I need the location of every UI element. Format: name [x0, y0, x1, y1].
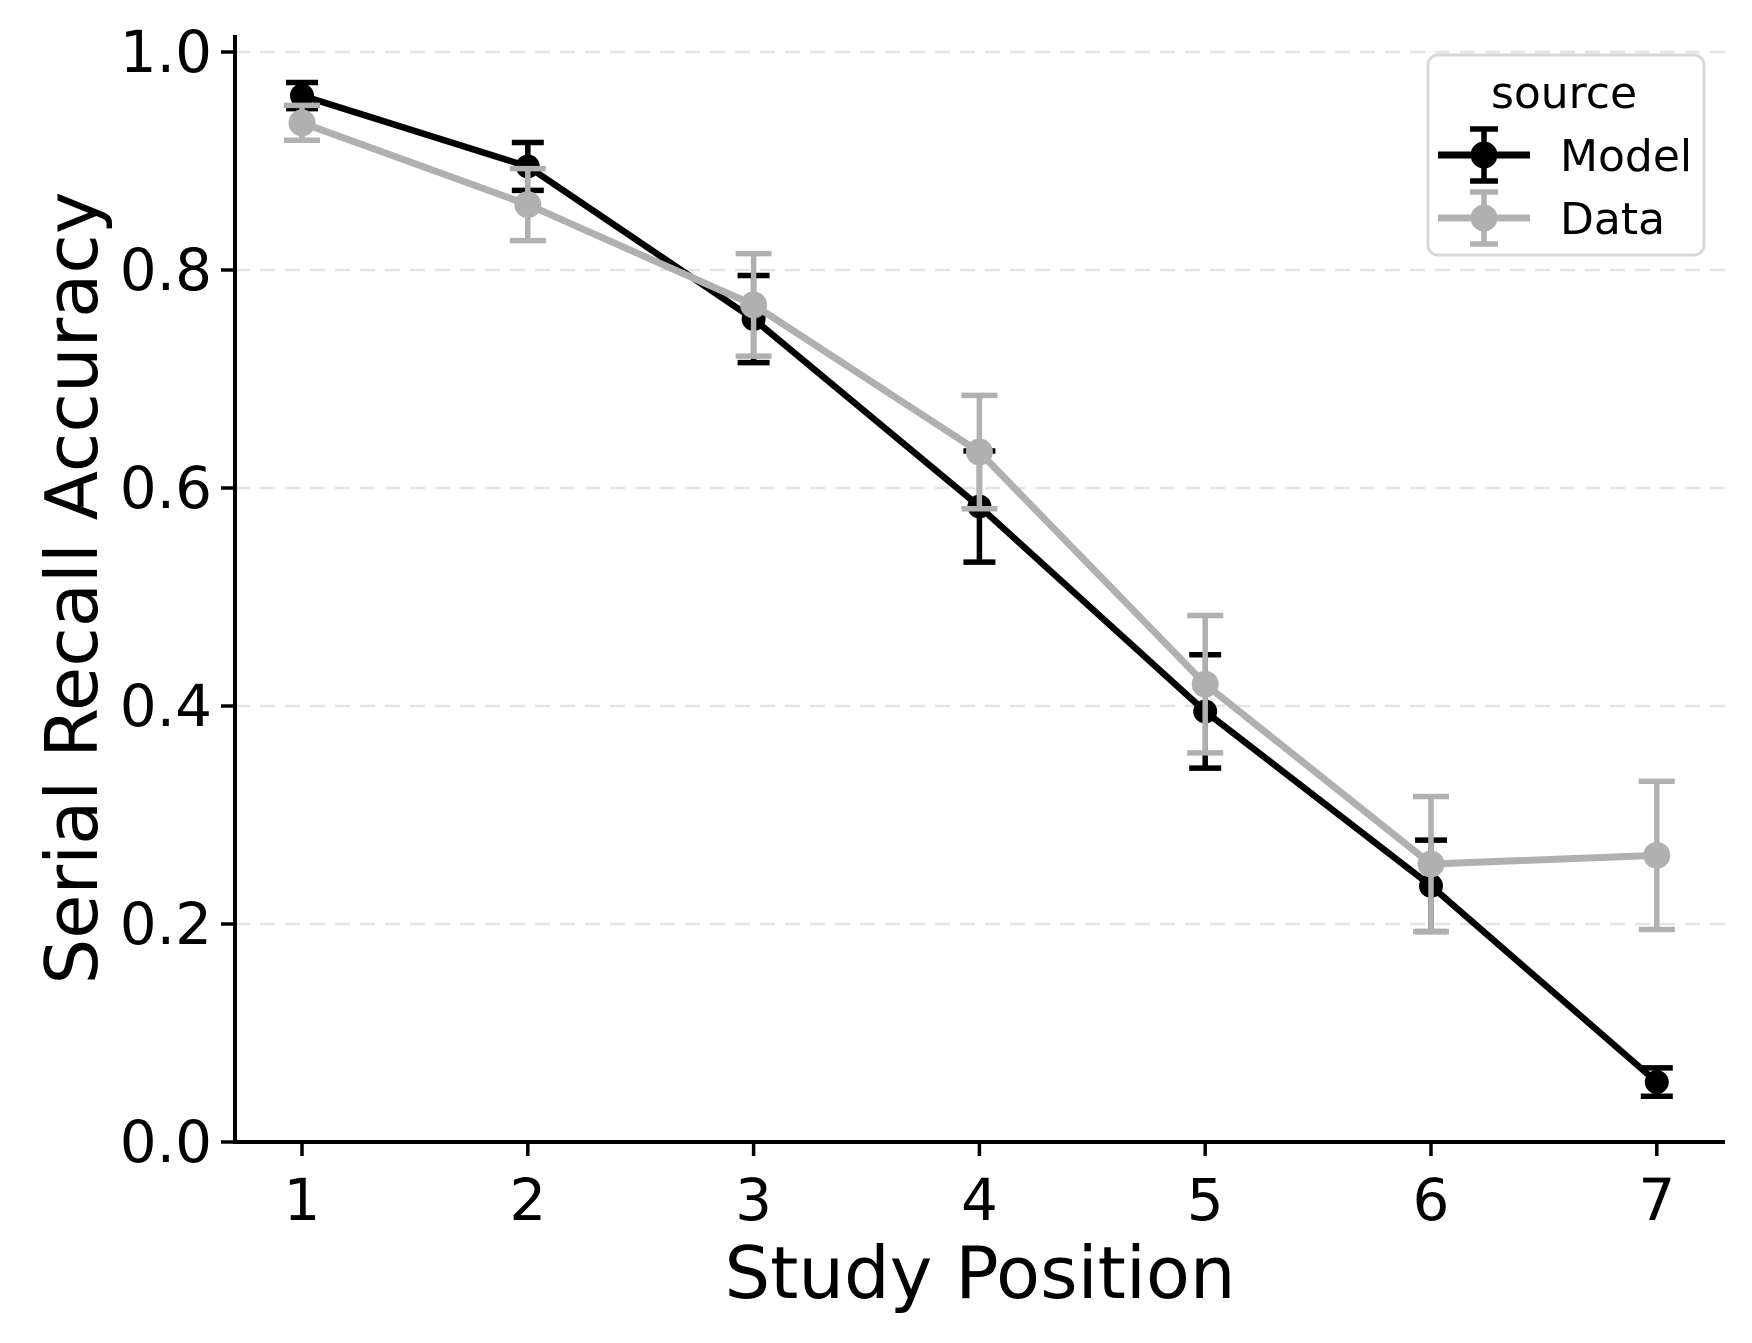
legend-label-model: Model	[1560, 131, 1692, 182]
x-tick-label: 2	[509, 1166, 546, 1234]
x-tick-label: 5	[1187, 1166, 1224, 1234]
data-point-marker-data	[740, 291, 768, 319]
data-point-marker-data	[288, 109, 316, 137]
x-tick-label: 7	[1638, 1166, 1675, 1234]
y-tick-label: 0.0	[120, 1108, 212, 1176]
y-tick-label: 0.6	[120, 454, 212, 522]
data-point-marker-model	[290, 83, 314, 108]
data-point-marker-data	[1191, 670, 1219, 698]
data-point-marker-data	[1417, 850, 1445, 878]
y-tick-label: 0.2	[120, 890, 212, 958]
y-tick-label: 1.0	[120, 18, 212, 86]
x-tick-label: 3	[735, 1166, 772, 1234]
data-point-marker-data	[965, 438, 993, 466]
x-tick-label: 1	[284, 1166, 321, 1234]
legend-label-data: Data	[1560, 194, 1665, 245]
data-point-marker-model	[1644, 1070, 1669, 1095]
x-tick-label: 6	[1413, 1166, 1450, 1234]
y-axis-title: Serial Recall Accuracy	[30, 191, 114, 984]
y-tick-label: 0.4	[120, 672, 212, 740]
x-axis-title: Study Position	[724, 1231, 1235, 1315]
legend-title: source	[1491, 68, 1637, 119]
legend-dot-data-icon	[1470, 204, 1498, 232]
data-point-marker-data	[514, 191, 542, 219]
data-point-marker-data	[1643, 841, 1671, 869]
legend-dot-model-icon	[1470, 141, 1498, 169]
y-tick-label: 0.8	[120, 236, 212, 304]
legend-box	[1426, 53, 1706, 257]
x-tick-label: 4	[961, 1166, 998, 1234]
